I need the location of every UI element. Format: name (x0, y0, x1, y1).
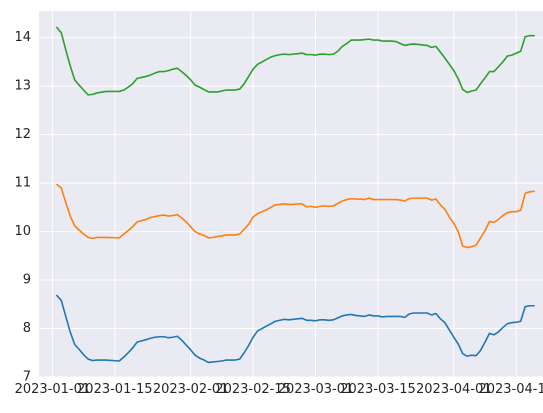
plot-area (39, 11, 543, 377)
gridlines (39, 11, 543, 378)
y-tick-label: 8 (23, 321, 31, 336)
x-tick-label: 2023-02-15 (215, 382, 291, 397)
x-tick-label: 2023-03-15 (340, 382, 416, 397)
y-tick-label: 13 (14, 79, 31, 94)
series-layer (56, 26, 535, 364)
series-line-3 (56, 294, 535, 364)
y-tick-label: 7 (23, 370, 31, 385)
y-tick-label: 10 (14, 224, 31, 239)
series-line-1 (56, 26, 535, 96)
y-tick-label: 14 (14, 30, 31, 45)
series-line-2 (56, 183, 535, 249)
x-tick-label: 2023-04-01 (416, 382, 492, 397)
x-tick-label: 2023-01-01 (15, 382, 91, 397)
x-tick-label: 2023-01-15 (77, 382, 153, 397)
x-tick-label: 2023-03-01 (278, 382, 354, 397)
x-tick-label: 2023-02-01 (153, 382, 229, 397)
y-axis-tick-labels: 7 8 9 10 11 12 13 14 (14, 30, 31, 384)
x-tick-label: 2023-04-15 (478, 382, 543, 397)
y-tick-label: 9 (23, 273, 31, 288)
y-tick-label: 12 (14, 127, 31, 142)
y-tick-label: 11 (14, 176, 31, 191)
